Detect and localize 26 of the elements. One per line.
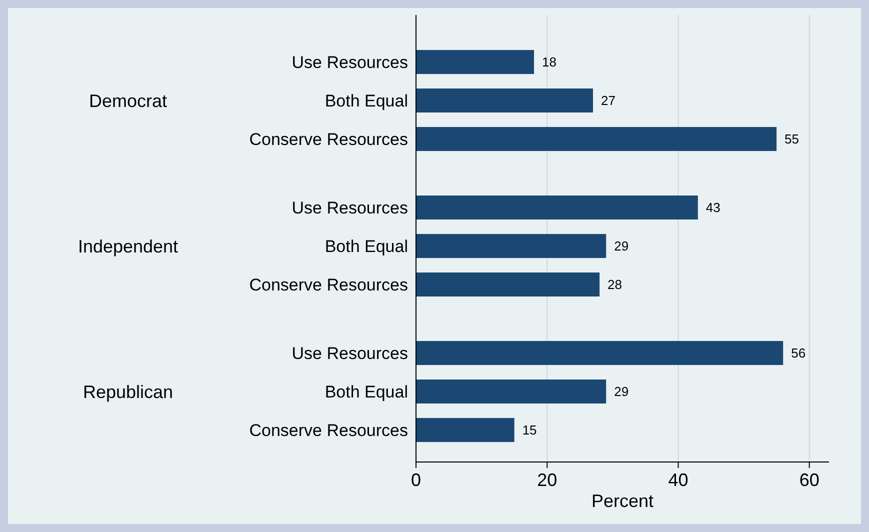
y-tick-label: Conserve Resources (249, 420, 408, 440)
y-tick-label: Use Resources (292, 52, 408, 72)
text: Democrat (88, 90, 168, 111)
x-tick-label: 20 (537, 470, 558, 490)
y-tick-label: Use Resources (292, 198, 408, 218)
data-label: 15 (522, 422, 537, 438)
data-label: 56 (791, 346, 806, 361)
text: Republican (82, 382, 174, 402)
x-axis-title: Percent (591, 491, 654, 511)
data-label: 55 (784, 132, 800, 147)
x-tick-label: 0 (410, 470, 422, 490)
data-label: 28 (608, 277, 622, 292)
y-tick-label: Conserve Resources (249, 130, 408, 149)
y-tick-label: Use Resources (292, 344, 408, 363)
y-tick-label: Conserve Resources (249, 275, 408, 294)
y-tick-label: Both Equal (324, 236, 408, 256)
y-tick-label: Both Equal (324, 382, 408, 402)
data-label: 27 (601, 93, 616, 108)
y-tick-label: Both Equal (324, 91, 408, 110)
data-label: 18 (542, 54, 556, 70)
x-tick-label: 40 (668, 470, 688, 490)
data-label: 29 (614, 384, 629, 400)
x-tick-label: 60 (799, 470, 820, 490)
text: Independent (78, 236, 178, 256)
data-label: 29 (614, 238, 629, 254)
data-label: 43 (706, 200, 720, 216)
